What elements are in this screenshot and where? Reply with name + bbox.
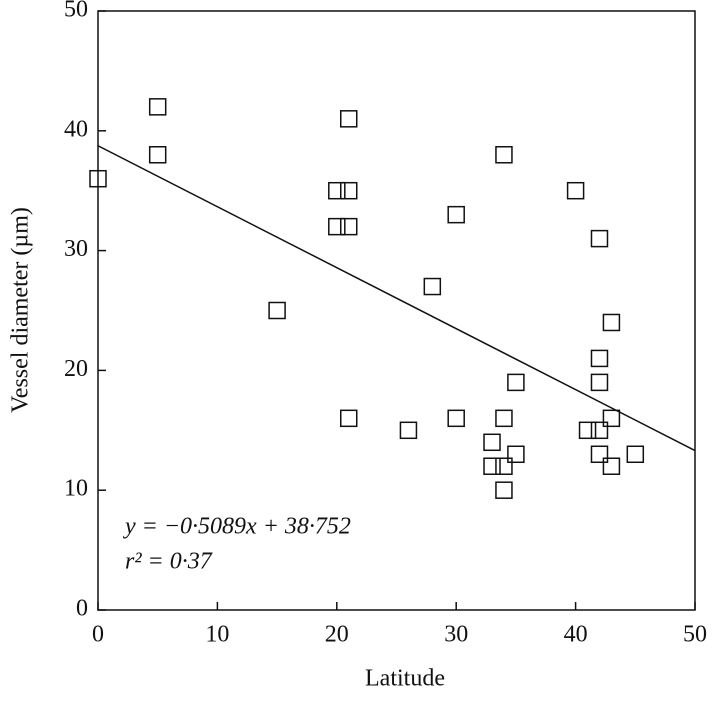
point: [590, 229, 609, 248]
point: [507, 373, 525, 392]
point: [328, 181, 346, 200]
point: [495, 409, 513, 428]
point: [268, 301, 286, 320]
point: [148, 98, 167, 116]
point: [339, 181, 358, 200]
point: [339, 409, 358, 428]
point: [602, 313, 621, 332]
point: [483, 433, 501, 452]
point: [483, 457, 501, 475]
y-tick-label: 40: [64, 116, 88, 142]
y-axis-label: Vessel diameter (µm): [8, 207, 34, 413]
y-tick-label: 20: [64, 356, 88, 382]
point: [89, 169, 107, 188]
x-tick-label: 10: [205, 622, 229, 648]
regression-line: [97, 145, 696, 452]
y-tick-label: 30: [64, 236, 88, 262]
point: [590, 373, 609, 392]
point: [495, 457, 513, 475]
point: [399, 421, 418, 440]
x-tick-label: 0: [92, 622, 104, 648]
x-tick-label: 40: [564, 622, 588, 648]
equation: y = −0·5089x + 38·752: [123, 514, 351, 540]
point: [590, 445, 609, 464]
point: [447, 409, 465, 428]
y-tick-label: 0: [76, 596, 88, 622]
point: [495, 481, 513, 499]
point: [339, 217, 358, 236]
y-tick-label: 50: [64, 0, 88, 23]
point: [507, 445, 525, 464]
x-axis-label: Latitude: [365, 666, 445, 692]
point: [423, 277, 442, 296]
point: [566, 181, 585, 200]
point: [590, 349, 609, 368]
point: [328, 217, 346, 236]
plot-frame: [97, 10, 696, 611]
x-tick-label: 20: [325, 622, 349, 648]
point: [578, 421, 597, 440]
point: [602, 457, 621, 475]
point: [495, 146, 513, 164]
point: [626, 445, 645, 464]
point: [590, 421, 609, 440]
x-tick-label: 50: [683, 622, 707, 648]
point: [148, 146, 167, 164]
y-tick-label: 10: [64, 476, 88, 502]
point: [339, 110, 358, 128]
point: [447, 205, 465, 224]
point: [602, 409, 621, 428]
r-squared: r² = 0·37: [125, 549, 213, 575]
x-tick-label: 30: [444, 622, 468, 648]
